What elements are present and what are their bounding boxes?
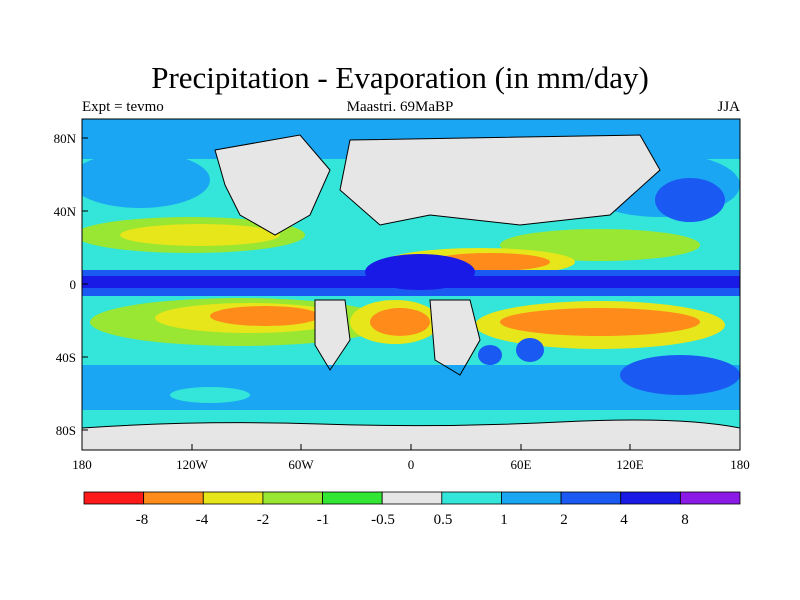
colorbar-label: -4: [196, 512, 209, 528]
colorbar: [83, 491, 741, 505]
colorbar-box: [620, 491, 681, 505]
field-s-storm-gap: [170, 387, 250, 403]
colorbar-box: [83, 491, 145, 505]
lon-label: 120W: [176, 457, 209, 472]
colorbar-label: -1: [317, 512, 330, 528]
field-antarctica: [82, 420, 740, 450]
plot-title: Precipitation - Evaporation (in mm/day): [151, 60, 649, 95]
lat-label: 40N: [54, 204, 77, 219]
field-subtrop-s-pac-core: [210, 306, 320, 326]
field-india-wet: [516, 338, 544, 362]
colorbar-label: -0.5: [371, 512, 395, 528]
coast-namerica: [214, 134, 331, 236]
colorbar-box: [441, 491, 502, 505]
lon-label: 180: [72, 457, 92, 472]
field-land-namerica: [215, 135, 330, 235]
field-subtrop-n-pac-core: [120, 224, 280, 246]
colorbar-box: [262, 491, 323, 505]
colorbar-label: 0.5: [434, 512, 453, 528]
coast-eurasia: [339, 134, 661, 226]
colorbar-box: [560, 491, 622, 505]
lon-label: 60W: [288, 457, 314, 472]
field-npac-west: [82, 152, 210, 208]
lon-label: 180: [730, 457, 750, 472]
period-label: Maastri. 69MaBP: [346, 99, 454, 115]
field-monsoon: [365, 254, 475, 290]
field-s-storm-core: [620, 355, 740, 395]
lon-label: 60E: [511, 457, 532, 472]
field-land-africa: [430, 300, 480, 375]
lat-label: 40S: [56, 350, 76, 365]
colorbar-label: 1: [500, 512, 508, 528]
field-land-eurasia: [340, 135, 660, 225]
colorbar-box: [381, 491, 443, 505]
colorbar-box: [679, 491, 741, 505]
colorbar-box: [501, 491, 562, 505]
field-subtrop-s-ind-core: [500, 308, 700, 336]
lat-label: 80S: [56, 423, 76, 438]
field-madagascar: [478, 345, 502, 365]
coastlines: [82, 134, 740, 429]
coast-antarctica: [82, 419, 740, 429]
lat-label: 0: [70, 277, 77, 292]
colorbar-labels: -8 -4 -2 -1 -0.5 0.5 1 2 4 8: [136, 512, 689, 528]
field-subtrop-s-atl-core: [370, 308, 430, 336]
lon-axis: 180 120W 60W 0 60E 120E 180: [72, 444, 750, 472]
colorbar-box: [202, 491, 264, 505]
colorbar-label: 2: [560, 512, 568, 528]
season-label: JJA: [717, 99, 740, 115]
lat-axis: 80N 40N 0 40S 80S: [54, 131, 88, 438]
colorbar-label: 8: [681, 512, 689, 528]
pe-field: [82, 119, 740, 450]
coast-samerica: [314, 299, 351, 371]
colorbar-label: 4: [620, 512, 628, 528]
lon-label: 120E: [616, 457, 644, 472]
colorbar-box: [322, 491, 383, 505]
colorbar-label: -8: [136, 512, 149, 528]
experiment-label: Expt = tevmo: [82, 99, 164, 115]
colorbar-label: -2: [257, 512, 270, 528]
colorbar-box: [143, 491, 204, 505]
coast-africa: [429, 299, 481, 376]
field-npac-core: [655, 178, 725, 222]
lon-label: 0: [408, 457, 415, 472]
lat-label: 80N: [54, 131, 77, 146]
